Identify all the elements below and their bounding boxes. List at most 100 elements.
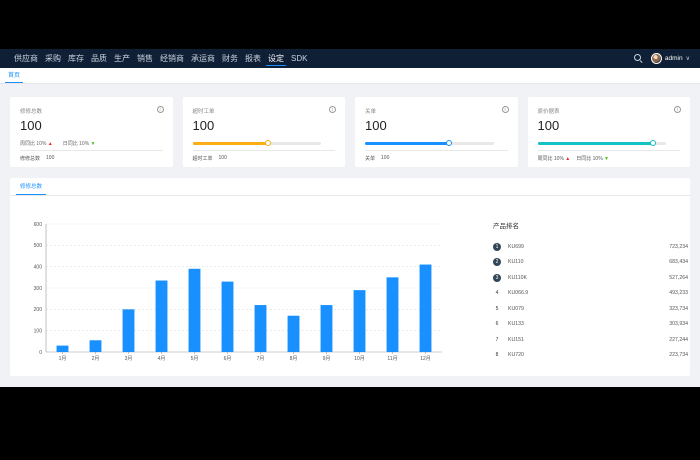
daily-compare: 日同比 10% ▼	[62, 141, 96, 147]
top-navigation: 供应商 采购 库存 品质 生产 销售 经销商 承运商 财务 报表 设定 SDK …	[0, 49, 700, 68]
progress-fill	[537, 142, 654, 145]
card-divider	[192, 150, 335, 151]
bar-chart-svg: 0 100 200 300 400 500 600 1月 2月 3月 4月 5月 6月 7月 8月 9月 10月…	[34, 222, 442, 362]
rank-product-name: KU699	[508, 243, 524, 250]
rank-number: 6	[495, 321, 499, 328]
ranking-row: 6 KU133 303,934	[493, 317, 688, 333]
y-tick-label: 600	[34, 222, 43, 228]
rank-value: 323,734	[669, 305, 688, 312]
down-arrow-icon: ▼	[604, 156, 609, 162]
rank-number: 1	[493, 242, 501, 251]
main-menu: 供应商 采购 库存 品质 生产 销售 经销商 承运商 财务 报表 设定 SDK	[14, 49, 307, 68]
footer-value: 100	[46, 155, 55, 161]
tab-home[interactable]: 首页	[5, 70, 24, 83]
footer-value: 100	[218, 155, 227, 161]
rank-value: 227,244	[669, 336, 688, 343]
panel-tabs: 修修总数	[10, 178, 690, 196]
stat-card-price: 原价据表 i 100 周同比 10% ▲ 日同比 10% ▼	[527, 97, 690, 167]
card-value: 100	[20, 118, 42, 133]
menu-item-finance[interactable]: 财务	[222, 54, 238, 63]
stat-card-total: 修修总数 i 100 周同比 10% ▲ 日同比 10% ▼ 修修总数 100	[10, 97, 173, 167]
rank-value: 303,934	[669, 321, 688, 328]
bar	[221, 281, 234, 352]
stat-cards: 修修总数 i 100 周同比 10% ▲ 日同比 10% ▼ 修修总数 100 …	[10, 97, 690, 167]
x-tick-label: 8月	[290, 356, 298, 362]
footer-label: 超时工单	[192, 156, 213, 162]
menu-item-reports[interactable]: 报表	[245, 54, 261, 63]
rank-value: 223,734	[669, 352, 688, 359]
ranking-list: 1 KU699 723,234 2 KU110 683,434 3 KU110K 527,264…	[493, 239, 688, 363]
search-icon[interactable]	[633, 54, 643, 63]
info-icon[interactable]: i	[501, 106, 509, 113]
rank-number: 8	[495, 352, 499, 359]
stat-card-closed: 关单 i 100 关单 100	[355, 97, 518, 167]
menu-item-production[interactable]: 生产	[114, 54, 130, 63]
rank-number: 4	[495, 290, 499, 297]
footer-label: 修修总数	[20, 156, 41, 162]
nav-right: admin ∨	[633, 53, 690, 64]
menu-item-settings[interactable]: 设定	[266, 49, 286, 68]
bar	[155, 280, 168, 352]
user-menu[interactable]: admin ∨	[650, 53, 690, 64]
footer-value: 100	[381, 155, 390, 161]
menu-item-inventory[interactable]: 库存	[68, 54, 84, 63]
card-divider	[20, 150, 163, 151]
card-value: 100	[537, 118, 560, 133]
bar	[56, 345, 69, 352]
tab-total[interactable]: 修修总数	[16, 182, 47, 195]
rank-product-name: KU079	[508, 305, 524, 312]
sales-panel: 修修总数 0 100 200 300 400 500 600 1月 2月 3月 4月 5月 6月 7月 8月…	[10, 178, 690, 376]
progress-handle[interactable]	[650, 140, 657, 146]
menu-item-suppliers[interactable]: 供应商	[14, 54, 38, 63]
card-label: 修修总数	[20, 109, 43, 115]
chevron-down-icon: ∨	[685, 56, 690, 62]
info-icon[interactable]: i	[674, 106, 681, 113]
menu-item-purchasing[interactable]: 采购	[45, 54, 61, 63]
menu-item-sdk[interactable]: SDK	[291, 54, 308, 63]
bar	[287, 315, 300, 352]
y-tick-label: 200	[34, 307, 43, 313]
rank-product-name: KU133	[508, 321, 524, 328]
ranking-row: 5 KU079 323,734	[493, 301, 688, 317]
info-icon[interactable]: i	[329, 106, 336, 113]
ranking-row: 1 KU699 723,234	[493, 239, 688, 255]
rank-product-name: KU110K	[508, 274, 527, 281]
rank-product-name: KU720	[508, 352, 524, 359]
card-footer: 周同比 10% ▲ 日同比 10% ▼	[538, 155, 610, 162]
daily-compare: 日同比 10% ▼	[576, 156, 609, 162]
ranking-row: 8 KU720 223,734	[493, 348, 688, 364]
y-tick-label: 500	[34, 243, 43, 249]
weekly-compare: 周同比 10% ▲	[537, 156, 571, 162]
bar	[254, 305, 267, 352]
progress-fill	[192, 142, 269, 145]
menu-item-carriers[interactable]: 承运商	[191, 54, 215, 63]
progress-handle[interactable]	[445, 140, 452, 146]
info-icon[interactable]: i	[156, 106, 164, 113]
bar	[89, 340, 102, 352]
card-divider	[537, 150, 680, 151]
menu-item-distributors[interactable]: 经销商	[160, 54, 184, 63]
card-footer: 关单 100	[365, 155, 389, 162]
y-tick-label: 100	[34, 328, 43, 334]
card-compare-row: 周同比 10% ▲ 日同比 10% ▼	[20, 140, 163, 147]
rank-product-name: KU110	[508, 259, 524, 266]
footer-label: 关单	[365, 156, 376, 162]
username: admin	[664, 55, 683, 62]
rank-product-name: KU066.9	[508, 290, 529, 297]
rank-value: 527,264	[669, 274, 688, 281]
weekly-compare: 周同比 10% ▲	[20, 141, 53, 147]
bar	[122, 309, 135, 352]
product-ranking: 产品排名 1 KU699 723,234 2 KU110 683,434 3 KU110K 52…	[493, 220, 688, 363]
x-tick-label: 3月	[125, 356, 133, 362]
x-tick-label: 12月	[420, 356, 431, 362]
progress-handle[interactable]	[265, 140, 272, 146]
menu-item-quality[interactable]: 品质	[91, 54, 107, 63]
y-tick-label: 0	[39, 350, 42, 356]
card-label: 关单	[365, 109, 377, 115]
ranking-row: 7 KU151 227,244	[493, 332, 688, 348]
bar	[320, 305, 333, 352]
card-value: 100	[192, 118, 215, 133]
x-tick-label: 2月	[92, 356, 100, 362]
ranking-row: 3 KU110K 527,264	[493, 270, 688, 286]
menu-item-sales[interactable]: 销售	[137, 54, 153, 63]
